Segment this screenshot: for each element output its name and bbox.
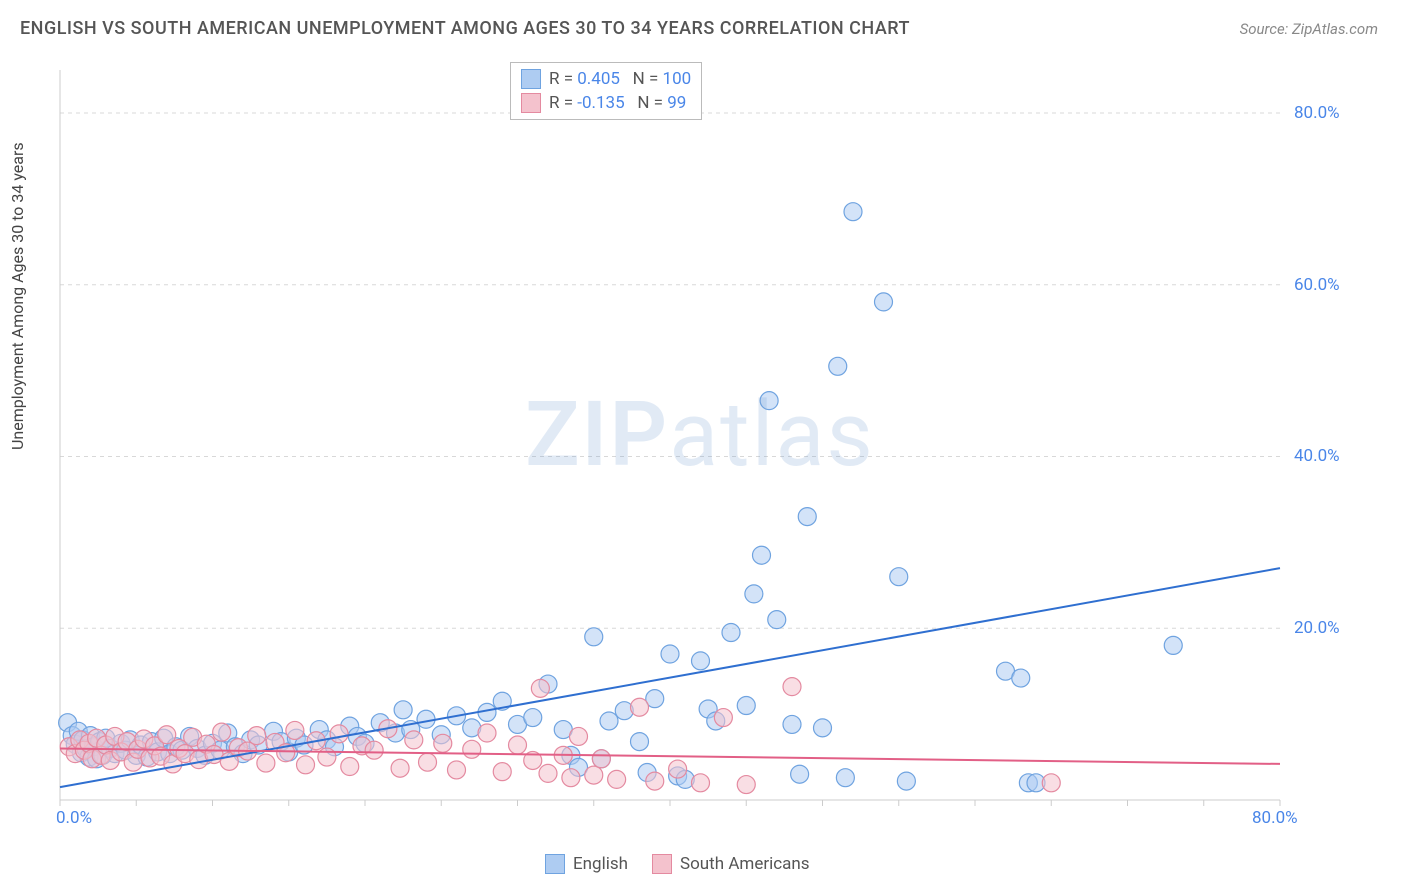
y-tick-label: 40.0% — [1294, 446, 1340, 466]
x-tick-label: 0.0% — [56, 808, 92, 828]
legend-swatch — [521, 93, 541, 113]
legend-label: South Americans — [680, 854, 810, 874]
legend-stats: R = 0.405 N = 100 — [549, 67, 691, 91]
correlation-legend: R = 0.405 N = 100R = -0.135 N = 99 — [510, 62, 702, 120]
series-legend: English South Americans — [545, 854, 810, 874]
y-axis-label: Unemployment Among Ages 30 to 34 years — [8, 142, 27, 450]
source-attribution: Source: ZipAtlas.com — [1240, 20, 1378, 38]
y-tick-label: 60.0% — [1294, 275, 1340, 295]
legend-row: R = -0.135 N = 99 — [521, 91, 691, 115]
legend-swatch — [545, 854, 565, 874]
legend-swatch — [652, 854, 672, 874]
x-tick-label: 80.0% — [1252, 808, 1298, 828]
y-tick-label: 20.0% — [1294, 618, 1340, 638]
scatter-chart — [50, 60, 1350, 830]
plot-area: ZIPatlas R = 0.405 N = 100R = -0.135 N =… — [50, 60, 1350, 830]
legend-label: English — [573, 854, 628, 874]
legend-item: South Americans — [652, 854, 810, 874]
legend-row: R = 0.405 N = 100 — [521, 67, 691, 91]
legend-item: English — [545, 854, 628, 874]
legend-stats: R = -0.135 N = 99 — [549, 91, 686, 115]
chart-container: ENGLISH VS SOUTH AMERICAN UNEMPLOYMENT A… — [0, 0, 1406, 892]
chart-title: ENGLISH VS SOUTH AMERICAN UNEMPLOYMENT A… — [20, 18, 910, 39]
y-tick-label: 80.0% — [1294, 103, 1340, 123]
legend-swatch — [521, 69, 541, 89]
